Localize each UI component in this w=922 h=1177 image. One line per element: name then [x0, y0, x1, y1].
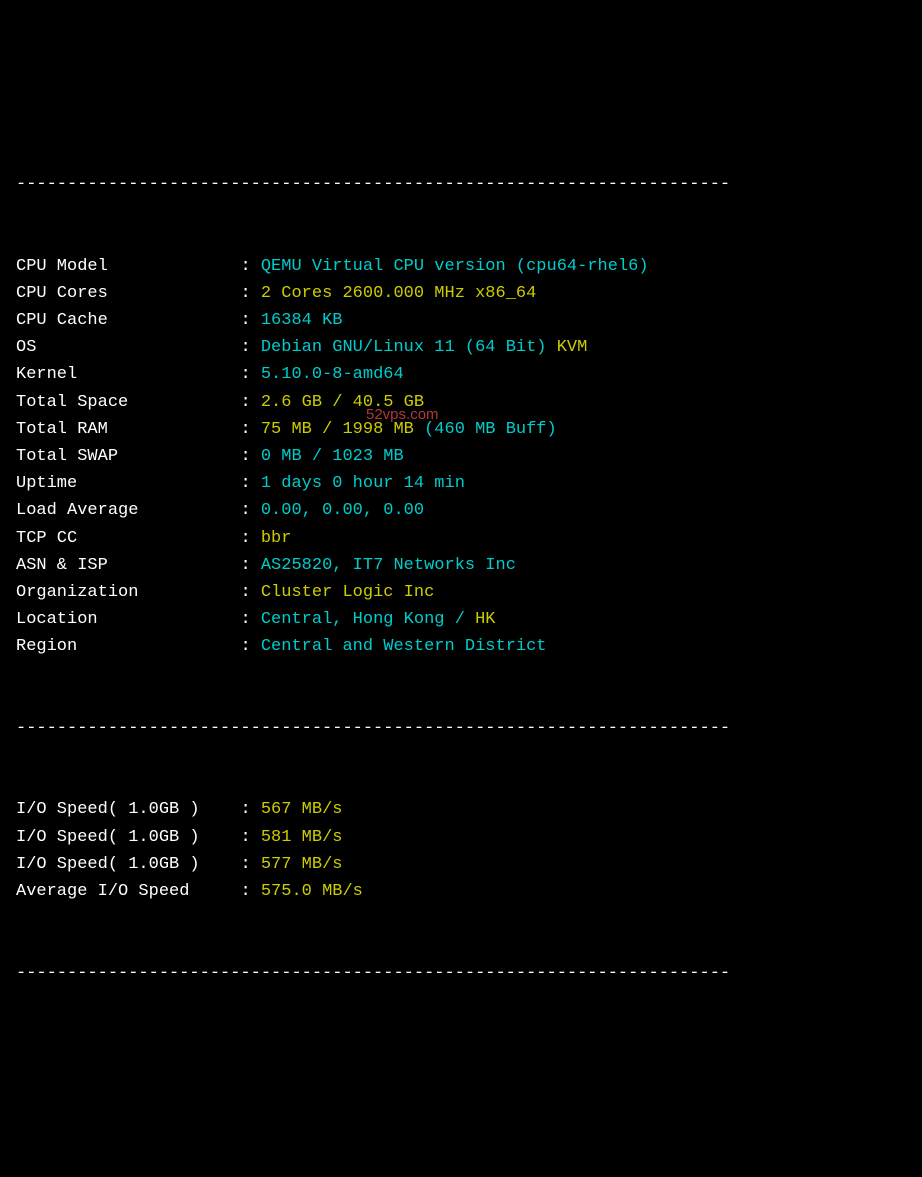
terminal-output: ----------------------------------------…	[16, 117, 906, 1041]
row-colon: :	[230, 501, 261, 520]
row-colon: :	[230, 311, 261, 330]
sysinfo-row: CPU Model : QEMU Virtual CPU version (cp…	[16, 253, 906, 280]
row-value: 1 days 0 hour 14 min	[261, 474, 465, 493]
row-value: 567 MB/s	[261, 800, 343, 819]
sysinfo-row: OS : Debian GNU/Linux 11 (64 Bit) KVM	[16, 334, 906, 361]
sysinfo-row: Location : Central, Hong Kong / HK	[16, 606, 906, 633]
row-colon: :	[230, 637, 261, 656]
row-colon: :	[230, 474, 261, 493]
sysinfo-row: CPU Cores : 2 Cores 2600.000 MHz x86_64	[16, 280, 906, 307]
row-label: I/O Speed( 1.0GB )	[16, 855, 230, 874]
row-colon: :	[230, 447, 261, 466]
iospeed-row: I/O Speed( 1.0GB ) : 567 MB/s	[16, 796, 906, 823]
row-value: 75 MB / 1998 MB	[261, 420, 424, 439]
row-value: KVM	[557, 338, 588, 357]
row-label: Load Average	[16, 501, 230, 520]
row-value: AS25820, IT7 Networks Inc	[261, 556, 516, 575]
row-label: CPU Cache	[16, 311, 230, 330]
row-colon: :	[230, 393, 261, 412]
row-colon: :	[230, 556, 261, 575]
sysinfo-row: Total RAM : 75 MB / 1998 MB (460 MB Buff…	[16, 416, 906, 443]
row-value: 577 MB/s	[261, 855, 343, 874]
io-speed-block: I/O Speed( 1.0GB ) : 567 MB/sI/O Speed( …	[16, 796, 906, 905]
row-colon: :	[230, 420, 261, 439]
row-label: Kernel	[16, 365, 230, 384]
sysinfo-row: Total Space : 2.6 GB / 40.5 GB	[16, 389, 906, 416]
sysinfo-row: Uptime : 1 days 0 hour 14 min	[16, 470, 906, 497]
row-value: 575.0 MB/s	[261, 882, 363, 901]
row-colon: :	[230, 284, 261, 303]
system-info-block: CPU Model : QEMU Virtual CPU version (cp…	[16, 253, 906, 661]
row-value: 16384 KB	[261, 311, 343, 330]
row-colon: :	[230, 610, 261, 629]
row-label: CPU Model	[16, 257, 230, 276]
row-label: TCP CC	[16, 529, 230, 548]
divider-top: ----------------------------------------…	[16, 171, 906, 198]
row-label: Uptime	[16, 474, 230, 493]
row-value: Central and Western District	[261, 637, 547, 656]
row-label: CPU Cores	[16, 284, 230, 303]
row-label: OS	[16, 338, 230, 357]
row-label: ASN & ISP	[16, 556, 230, 575]
divider-mid: ----------------------------------------…	[16, 715, 906, 742]
sysinfo-row: Kernel : 5.10.0-8-amd64	[16, 361, 906, 388]
row-value: Cluster Logic Inc	[261, 583, 434, 602]
row-value: 0.00, 0.00, 0.00	[261, 501, 424, 520]
iospeed-row: I/O Speed( 1.0GB ) : 577 MB/s	[16, 851, 906, 878]
row-value: 0 MB / 1023 MB	[261, 447, 404, 466]
row-colon: :	[230, 882, 261, 901]
row-colon: :	[230, 855, 261, 874]
row-colon: :	[230, 338, 261, 357]
row-colon: :	[230, 529, 261, 548]
row-colon: :	[230, 257, 261, 276]
row-label: I/O Speed( 1.0GB )	[16, 800, 230, 819]
row-colon: :	[230, 583, 261, 602]
iospeed-row: Average I/O Speed : 575.0 MB/s	[16, 878, 906, 905]
row-label: Organization	[16, 583, 230, 602]
row-value: (460 MB Buff)	[424, 420, 557, 439]
sysinfo-row: Total SWAP : 0 MB / 1023 MB	[16, 443, 906, 470]
divider-bottom: ----------------------------------------…	[16, 960, 906, 987]
row-value: Central, Hong Kong /	[261, 610, 475, 629]
iospeed-row: I/O Speed( 1.0GB ) : 581 MB/s	[16, 824, 906, 851]
row-label: Total RAM	[16, 420, 230, 439]
row-label: Location	[16, 610, 230, 629]
sysinfo-row: ASN & ISP : AS25820, IT7 Networks Inc	[16, 552, 906, 579]
row-value: 2.6 GB / 40.5 GB	[261, 393, 424, 412]
sysinfo-row: TCP CC : bbr	[16, 525, 906, 552]
row-value: bbr	[261, 529, 292, 548]
row-value: 581 MB/s	[261, 828, 343, 847]
row-value: 5.10.0-8-amd64	[261, 365, 404, 384]
row-value: QEMU Virtual CPU version (cpu64-rhel6)	[261, 257, 649, 276]
row-label: I/O Speed( 1.0GB )	[16, 828, 230, 847]
row-colon: :	[230, 828, 261, 847]
row-value: 2 Cores 2600.000 MHz x86_64	[261, 284, 536, 303]
row-label: Average I/O Speed	[16, 882, 230, 901]
row-value: HK	[475, 610, 495, 629]
row-label: Total Space	[16, 393, 230, 412]
sysinfo-row: Load Average : 0.00, 0.00, 0.00	[16, 497, 906, 524]
row-label: Region	[16, 637, 230, 656]
row-colon: :	[230, 800, 261, 819]
sysinfo-row: CPU Cache : 16384 KB	[16, 307, 906, 334]
row-label: Total SWAP	[16, 447, 230, 466]
sysinfo-row: Region : Central and Western District	[16, 633, 906, 660]
row-value: Debian GNU/Linux 11 (64 Bit)	[261, 338, 557, 357]
sysinfo-row: Organization : Cluster Logic Inc	[16, 579, 906, 606]
row-colon: :	[230, 365, 261, 384]
